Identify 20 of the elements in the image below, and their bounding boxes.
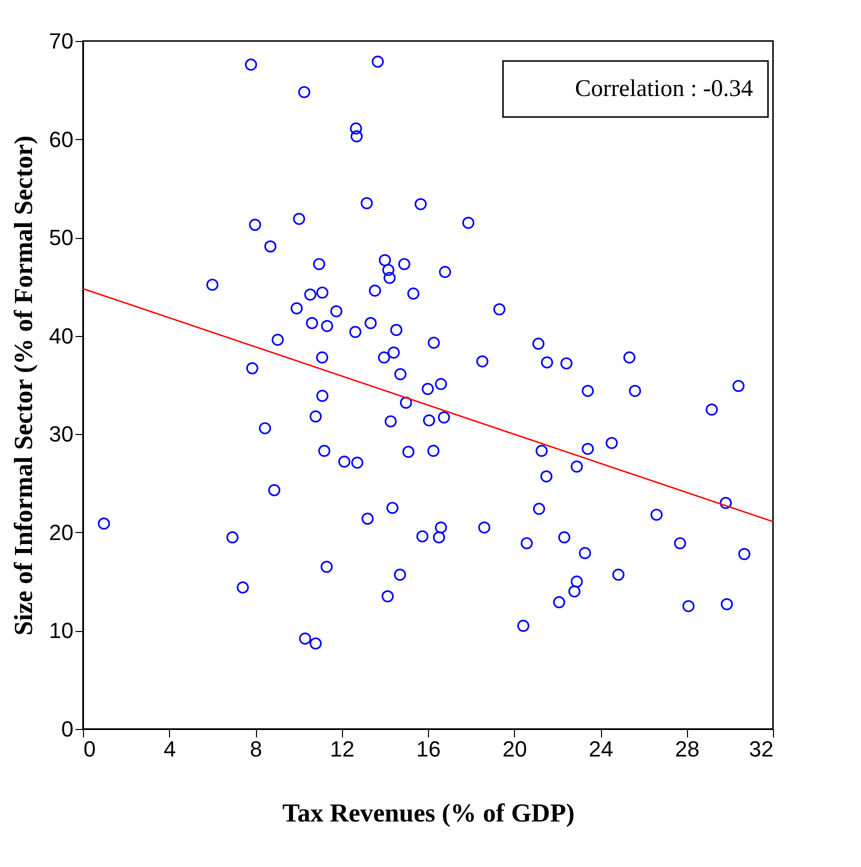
x-axis-title: Tax Revenues (% of GDP) [282, 798, 575, 828]
y-tick-label: 60 [49, 126, 74, 152]
y-tick-label: 20 [49, 520, 74, 545]
x-tick-label: 20 [502, 736, 527, 762]
x-tick-label: 0 [84, 736, 96, 762]
x-tick-label: 8 [250, 736, 262, 762]
x-tick-label: 28 [675, 736, 700, 762]
y-tick-label: 50 [49, 225, 74, 250]
y-axis-title: Size of Informal Sector (% of Formal Sector) [9, 136, 38, 636]
x-tick-label: 4 [164, 736, 176, 762]
x-tick-label: 16 [416, 736, 441, 762]
annotation: Correlation : -0.34 [575, 76, 753, 102]
y-tick-label: 10 [49, 618, 74, 644]
y-tick-label: 0 [61, 716, 74, 742]
x-tick-label: 12 [330, 736, 354, 762]
x-tick-label: 24 [588, 736, 614, 762]
y-tick-label: 30 [49, 422, 74, 447]
y-tick-label: 70 [49, 28, 74, 54]
y-tick-label: 40 [49, 323, 74, 348]
x-tick-label: 32 [749, 736, 774, 762]
